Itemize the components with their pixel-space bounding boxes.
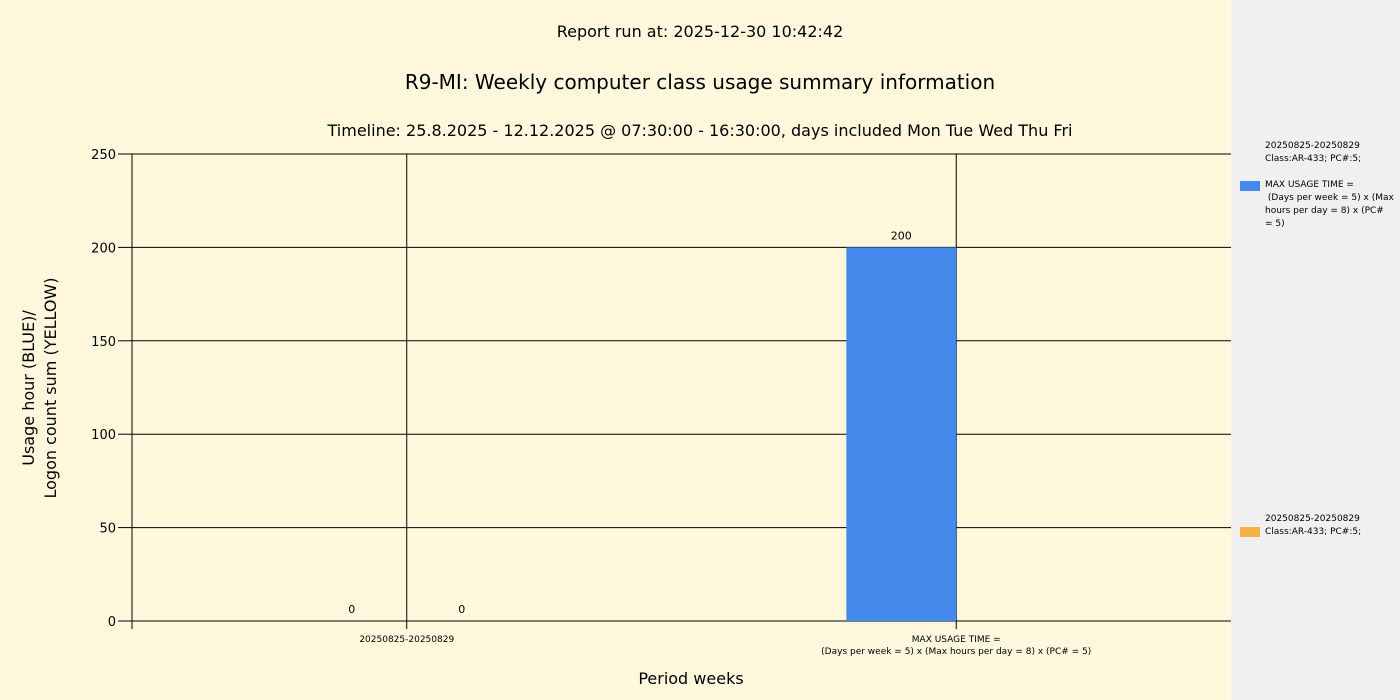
x-axis-label: Period weeks [638,669,744,688]
y-tick-label: 50 [99,522,116,537]
bar [846,247,957,621]
y-tick-label: 250 [91,148,116,163]
chart-area [0,0,1231,700]
legend-swatch-blue [1240,181,1260,191]
legend-panel [1231,0,1400,700]
x-tick-label: MAX USAGE TIME = [912,635,1001,645]
legend-group-title-2: 20250825-20250829 Class:AR-433; PC#:5; [1265,514,1362,537]
x-tick-label: 20250825-20250829 [359,635,454,645]
legend-group-title-1: 20250825-20250829 Class:AR-433; PC#:5; [1265,141,1362,164]
y-tick-label: 100 [91,428,116,443]
bar-data-label: 200 [891,229,912,242]
y-tick-label: 150 [91,335,116,350]
bar-data-label: 0 [458,603,465,616]
legend-entry-1: MAX USAGE TIME = (Days per week = 5) x (… [1265,180,1394,229]
x-tick-label: (Days per week = 5) x (Max hours per day… [821,647,1091,657]
chart-subtitle-timeline: Timeline: 25.8.2025 - 12.12.2025 @ 07:30… [327,121,1073,140]
y-tick-label: 0 [108,615,116,630]
report-run-timestamp: Report run at: 2025-12-30 10:42:42 [556,22,844,41]
chart-title: R9-MI: Weekly computer class usage summa… [404,70,996,94]
y-tick-label: 200 [91,241,116,256]
bar-data-label: 0 [348,603,355,616]
legend-swatch-yellow [1240,527,1260,537]
